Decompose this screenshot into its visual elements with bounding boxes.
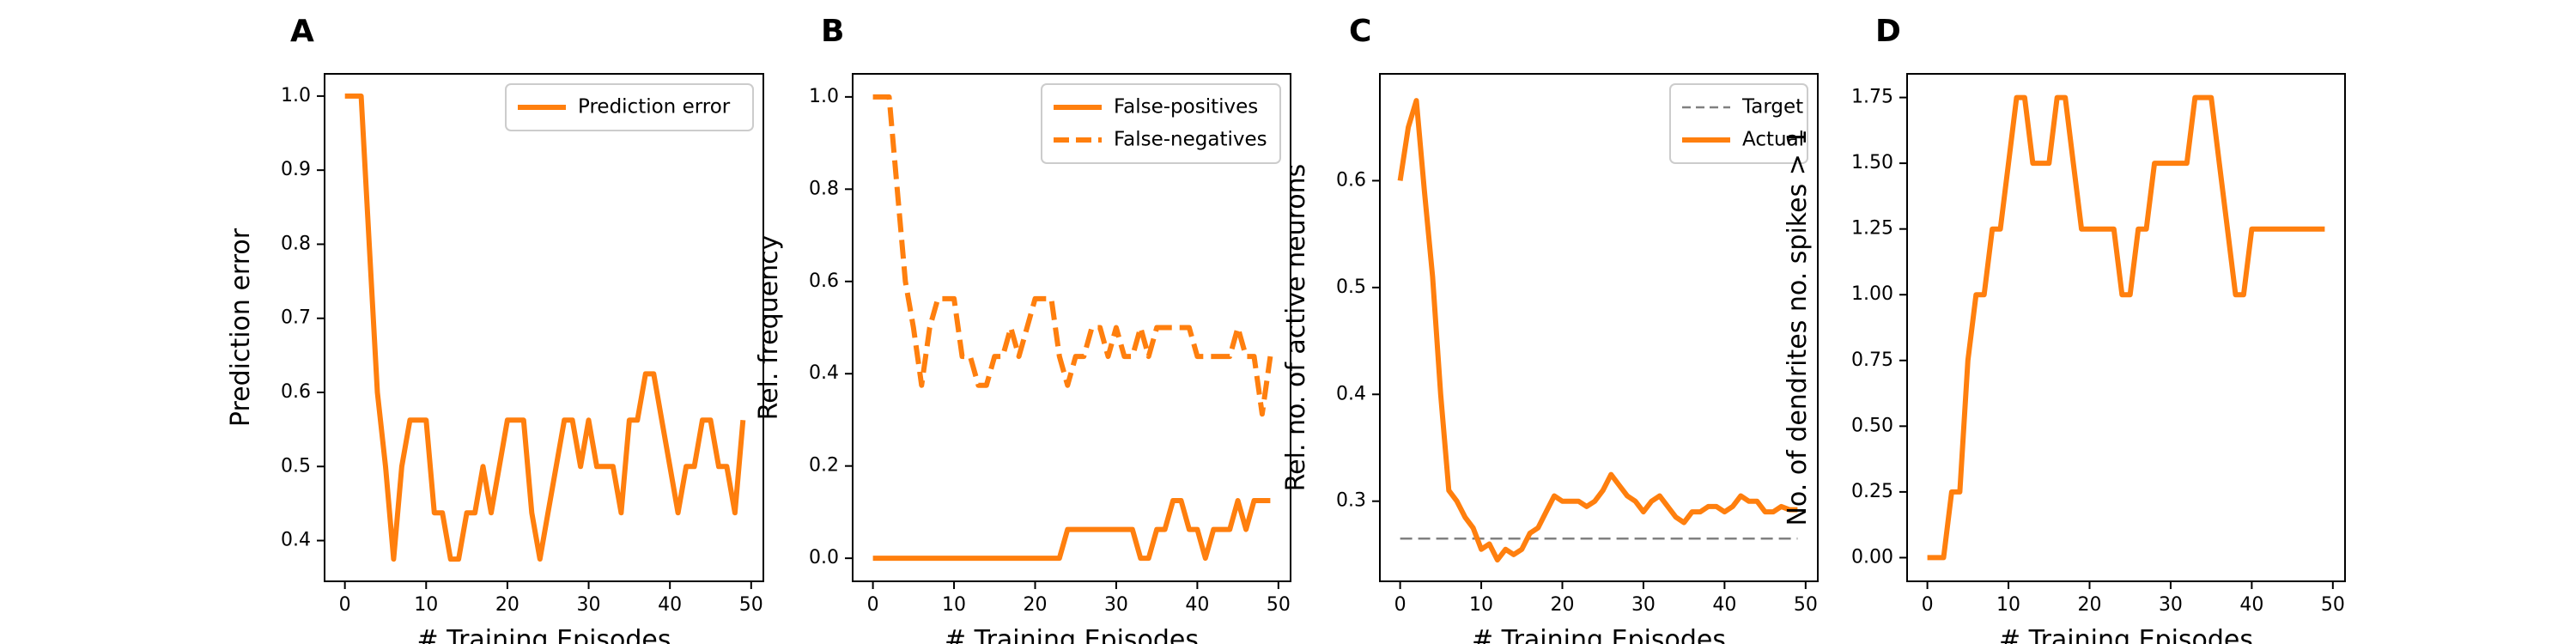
y-tick-label: 0.4 (1336, 383, 1366, 404)
panel-letter-c: C (1349, 14, 1371, 49)
y-tick-label: 0.6 (281, 381, 311, 403)
x-tick-label: 40 (658, 594, 682, 616)
x-tick-label: 0 (339, 594, 351, 616)
y-tick-label: 0.3 (1336, 490, 1366, 512)
panel-letter-b: B (821, 14, 844, 49)
y-tick-label: 1.0 (809, 86, 839, 107)
panel-letter-d: D (1875, 14, 1901, 49)
y-axis-label: Rel. no. of active neurons (1281, 164, 1311, 492)
legend: Target Actual (1669, 83, 1808, 164)
x-axis-label: # Training Episodes (1999, 625, 2253, 644)
legend-entry: Actual (1742, 129, 1804, 151)
y-tick-label: 0.0 (809, 547, 839, 568)
x-tick-label: 30 (577, 594, 601, 616)
y-tick-label: 0.8 (809, 178, 839, 199)
plot-frame (852, 73, 1291, 582)
y-tick-label: 0.4 (809, 362, 839, 384)
x-tick-label: 20 (1551, 594, 1575, 616)
y-tick-label: 0.50 (1851, 415, 1893, 436)
x-tick-label: 10 (1996, 594, 2020, 616)
y-axis-label: Prediction error (226, 228, 256, 427)
x-tick-label: 20 (2078, 594, 2102, 616)
x-tick-label: 10 (942, 594, 966, 616)
y-tick-label: 1.0 (281, 85, 311, 106)
y-axis-label: No. of dendrites no. spikes > 1 (1783, 129, 1813, 526)
legend-box (505, 83, 754, 131)
legend-box (1669, 83, 1808, 164)
panel-d: D 0 10 20 30 40 50 0.00 0.25 0.50 0.75 1.00 1.25 1.50… (1783, 14, 2346, 644)
panel-letter-a: A (290, 14, 314, 49)
y-tick-label: 0.7 (281, 307, 311, 329)
x-tick-label: 50 (739, 594, 763, 616)
x-tick-label: 30 (1631, 594, 1656, 616)
y-tick-label: 0.00 (1851, 546, 1893, 568)
legend: Prediction error (505, 83, 754, 131)
series-line-prediction-error (344, 93, 746, 562)
y-tick-label: 0.8 (281, 233, 311, 254)
x-tick-label: 40 (2239, 594, 2263, 616)
series-line-1 (1927, 94, 2325, 561)
y-tick-label: 0.6 (809, 270, 839, 292)
x-tick-label: 0 (1922, 594, 1934, 616)
x-tick-label: 20 (495, 594, 519, 616)
x-axis-label: # Training Episodes (1472, 625, 1726, 644)
legend-entry: Prediction error (578, 96, 731, 118)
y-tick-label: 0.75 (1851, 349, 1893, 371)
y-tick-label: 0.9 (281, 159, 311, 180)
x-tick-label: 10 (1469, 594, 1493, 616)
x-tick-label: 0 (1394, 594, 1406, 616)
x-tick-label: 40 (1712, 594, 1736, 616)
x-tick-label: 20 (1024, 594, 1048, 616)
series-line-actual (1397, 98, 1798, 563)
x-tick-label: 30 (1104, 594, 1128, 616)
y-tick-label: 0.25 (1851, 481, 1893, 502)
x-tick-label: 50 (2321, 594, 2345, 616)
y-tick-label: 0.2 (809, 455, 839, 477)
legend-box (1041, 83, 1281, 164)
x-tick-label: 50 (1794, 594, 1818, 616)
x-tick-label: 50 (1267, 594, 1291, 616)
y-tick-label: 0.6 (1336, 169, 1366, 191)
y-axis-label: Rel. frequency (754, 235, 784, 421)
plot-frame (1379, 73, 1819, 582)
panel-a: A 0 10 20 30 40 50 0.4 0.5 0.6 0.7 0.8 0.9 1.0 # Train… (226, 14, 764, 644)
y-tick-label: 1.25 (1851, 218, 1893, 240)
y-tick-label: 0.5 (1336, 276, 1366, 298)
panel-c: C 0 10 20 30 40 50 0.3 0.4 0.5 0.6 # Training Episo… (1281, 14, 1819, 644)
y-tick-label: 1.50 (1851, 152, 1893, 173)
x-tick-label: 40 (1185, 594, 1209, 616)
x-tick-label: 0 (867, 594, 879, 616)
x-axis-label: # Training Episodes (945, 625, 1199, 644)
panel-b: B 0 10 20 30 40 50 0.0 0.2 0.4 0.6 0.8 1.0 # Training… (754, 14, 1291, 644)
x-axis-label: # Training Episodes (416, 625, 671, 644)
legend: False-positives False-negatives (1041, 83, 1281, 164)
y-tick-label: 0.4 (281, 530, 311, 551)
legend-entry: Target (1741, 96, 1803, 118)
y-tick-label: 1.75 (1851, 87, 1893, 108)
y-tick-label: 1.00 (1851, 283, 1893, 305)
plot-frame (324, 73, 764, 582)
x-tick-label: 10 (414, 594, 438, 616)
legend-entry: False-negatives (1114, 129, 1267, 151)
series-line-false-positives (872, 498, 1271, 562)
x-tick-label: 30 (2159, 594, 2183, 616)
legend-entry: False-positives (1114, 96, 1258, 118)
plot-frame (1906, 73, 2346, 582)
y-tick-label: 0.5 (281, 455, 311, 477)
